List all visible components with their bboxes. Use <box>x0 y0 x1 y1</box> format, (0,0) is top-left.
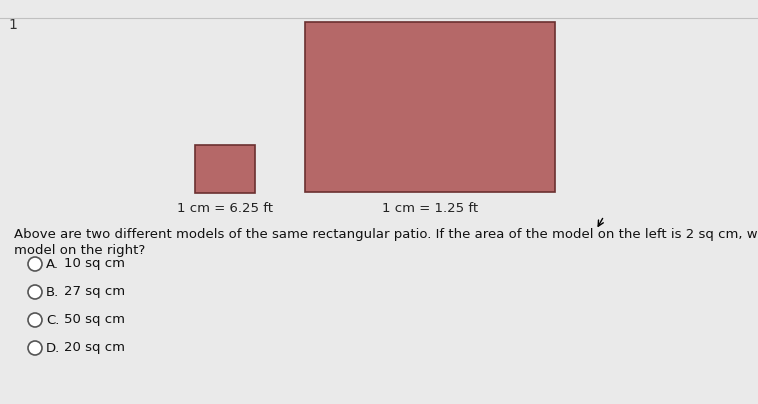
Text: 1 cm = 1.25 ft: 1 cm = 1.25 ft <box>382 202 478 215</box>
Bar <box>305 22 555 192</box>
Bar <box>195 145 255 193</box>
Text: 10 sq cm: 10 sq cm <box>64 257 125 271</box>
Circle shape <box>28 257 42 271</box>
Text: 20 sq cm: 20 sq cm <box>64 341 125 354</box>
Circle shape <box>28 313 42 327</box>
Text: C.: C. <box>46 314 59 326</box>
Circle shape <box>28 341 42 355</box>
Circle shape <box>28 285 42 299</box>
Text: 1: 1 <box>8 18 17 32</box>
Text: B.: B. <box>46 286 59 299</box>
Text: D.: D. <box>46 341 60 354</box>
Text: Above are two different models of the same rectangular patio. If the area of the: Above are two different models of the sa… <box>14 228 758 241</box>
Text: model on the right?: model on the right? <box>14 244 146 257</box>
Text: 1 cm = 6.25 ft: 1 cm = 6.25 ft <box>177 202 273 215</box>
Text: 27 sq cm: 27 sq cm <box>64 286 125 299</box>
Text: 50 sq cm: 50 sq cm <box>64 314 125 326</box>
Text: A.: A. <box>46 257 59 271</box>
